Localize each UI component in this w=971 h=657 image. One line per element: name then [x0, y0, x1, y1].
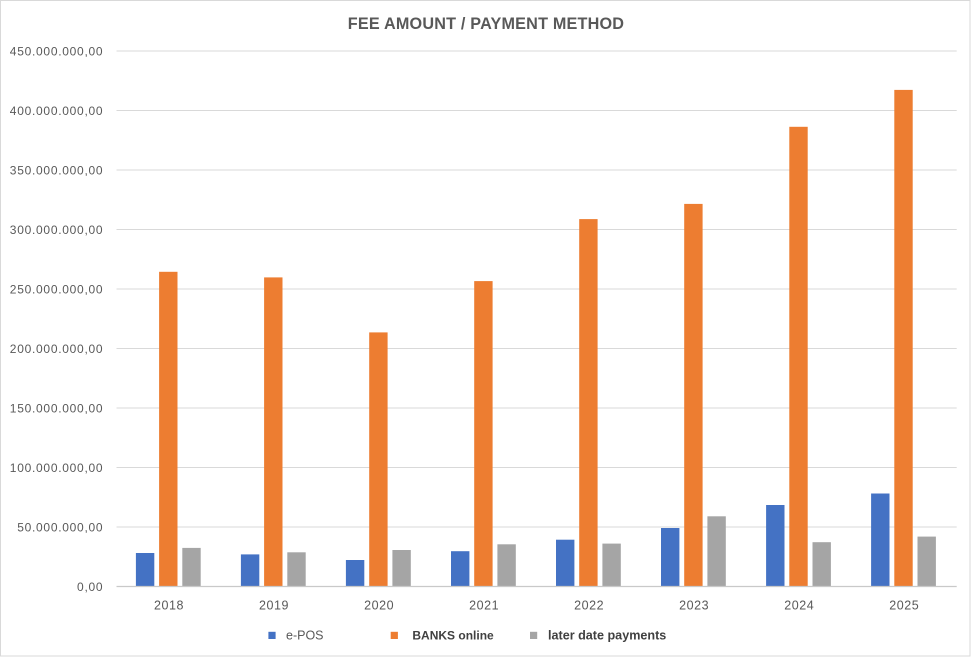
- svg-text:2024: 2024: [784, 599, 814, 613]
- svg-text:300.000.000,00: 300.000.000,00: [10, 223, 104, 237]
- svg-text:250.000.000,00: 250.000.000,00: [10, 282, 104, 296]
- svg-text:100.000.000,00: 100.000.000,00: [10, 461, 104, 475]
- svg-text:350.000.000,00: 350.000.000,00: [10, 163, 104, 177]
- svg-text:e-POS: e-POS: [286, 629, 324, 643]
- svg-text:2025: 2025: [889, 599, 919, 613]
- svg-text:2020: 2020: [364, 599, 394, 613]
- svg-text:BANKS online: BANKS online: [412, 629, 494, 643]
- svg-text:2021: 2021: [469, 599, 499, 613]
- svg-text:0,00: 0,00: [77, 580, 103, 594]
- svg-text:150.000.000,00: 150.000.000,00: [10, 401, 104, 415]
- svg-text:2022: 2022: [574, 599, 604, 613]
- svg-text:later date payments: later date payments: [548, 629, 666, 643]
- svg-text:2023: 2023: [679, 599, 709, 613]
- svg-text:450.000.000,00: 450.000.000,00: [10, 44, 104, 58]
- svg-text:200.000.000,00: 200.000.000,00: [10, 342, 104, 356]
- svg-text:2018: 2018: [154, 599, 184, 613]
- svg-text:2019: 2019: [259, 599, 289, 613]
- svg-text:FEE AMOUNT / PAYMENT METHOD: FEE AMOUNT / PAYMENT METHOD: [348, 15, 625, 33]
- svg-text:50.000.000,00: 50.000.000,00: [17, 520, 103, 534]
- svg-text:400.000.000,00: 400.000.000,00: [10, 104, 104, 118]
